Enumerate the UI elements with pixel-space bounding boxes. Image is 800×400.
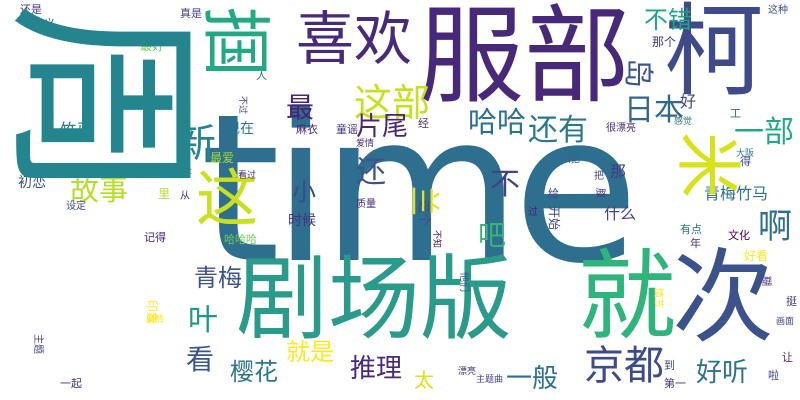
word-tamen: 他们 [458, 272, 469, 292]
word-buguo: 不过 [237, 96, 247, 115]
word-kan: 看 [186, 343, 215, 376]
word-tai: 太 [414, 368, 434, 392]
word-zhezhong: 这种 [768, 5, 788, 16]
word-riben: 日本 [624, 93, 684, 128]
word-aiqing: 爱情 [356, 139, 375, 149]
word-mayi: 麻衣 [296, 123, 318, 136]
word-qingmei: 青梅 [194, 264, 242, 292]
word-nage: 那个 [652, 35, 677, 49]
word-pianwei: 片尾 [356, 112, 409, 142]
word-haiyou: 还有 [528, 113, 588, 148]
word-zui: 最 [286, 91, 315, 124]
word-de: 得 [740, 155, 751, 168]
word-ren: 人 [256, 69, 267, 82]
word-guo: 过 [528, 207, 538, 218]
word-hai: 还 [356, 155, 386, 190]
word-fubu: 服部 [418, 0, 630, 118]
word-ci: 次 [672, 239, 774, 358]
word-zhuma: 竹马 [60, 120, 93, 139]
word-bushi: 不是 [170, 163, 192, 176]
word-bucuo: 不错 [644, 6, 692, 34]
word-li: 里 [158, 187, 171, 201]
word-ke: 柯 [664, 0, 764, 110]
word-xi: 膝 [594, 188, 605, 198]
word-yi: 义 [44, 17, 55, 30]
word-time: time [200, 71, 639, 309]
word-na: 那 [610, 162, 627, 181]
word-ba: 吧 [478, 219, 507, 252]
word-kanguo: 看过 [238, 171, 257, 181]
word-xihuan: 喜欢 [296, 5, 413, 73]
word-zhe: 这 [196, 162, 259, 235]
word-haokan: 好看 [744, 249, 769, 263]
word-zhebu: 这部 [354, 81, 431, 125]
word-ba2: 把 [594, 171, 604, 182]
word-lan: 兰 [406, 186, 441, 216]
word-neng: 能 [568, 151, 581, 165]
word-xianzai: 现在 [226, 121, 254, 137]
word-huamian: 画面 [776, 317, 795, 327]
word-buzhi: 不知 [431, 230, 441, 249]
word-chulian: 初恋 [18, 175, 46, 191]
word-la: 啦 [768, 369, 779, 382]
word-zhutiqu: 主题曲 [476, 375, 504, 385]
word-zhuti: 主题 [32, 334, 43, 354]
word-qingmeizhuma: 青梅竹马 [704, 184, 769, 203]
word-daban: 大阪 [736, 149, 755, 159]
word-henpiaoliang: 很漂亮 [606, 123, 636, 134]
word-jiu: 就 [578, 240, 677, 354]
word-haishi: 还是 [20, 3, 42, 16]
word-shenme: 什么 [604, 204, 637, 223]
word-sheding: 设定 [66, 201, 86, 212]
word-ganjue: 感觉 [674, 117, 693, 127]
word-piaoliang: 漂亮 [458, 367, 477, 377]
word-diyi: 第一 [664, 377, 686, 390]
word-zhou: 周 [0, 2, 217, 203]
word-dao: 到 [664, 359, 675, 372]
word-yinghua: 樱花 [230, 358, 278, 386]
word-gei: 给 [548, 187, 559, 200]
word-hu: 糊 [760, 276, 771, 286]
word-juqing: 剧情 [146, 315, 165, 325]
word-yinxiang: 印象 [145, 300, 159, 325]
word-guo-big: 掴 [194, 6, 276, 76]
word-jingdu: 京都 [584, 343, 664, 389]
word-kaishi: 开始 [547, 206, 561, 231]
word-shihou: 时候 [288, 213, 316, 229]
word-zhiliang: 质量 [356, 199, 376, 210]
word-ye: 叶 [188, 303, 218, 338]
word-youdian: 有点 [680, 223, 702, 236]
word-nian: 年 [690, 237, 701, 250]
word-cong: 从 [180, 191, 190, 202]
word-yiqi: 一起 [60, 377, 82, 390]
word-xin: 新 [176, 121, 216, 167]
word-gong: 工 [730, 107, 741, 120]
word-jide: 记得 [144, 231, 166, 244]
word-yibu: 一部 [734, 115, 794, 150]
word-a: 啊 [758, 207, 792, 247]
word-hahaha: 哈哈哈 [224, 233, 257, 246]
word-xiao: 小 [292, 178, 316, 206]
word-yiban: 一般 [506, 364, 559, 394]
word-zhenshi: 真是 [180, 7, 202, 20]
word-jiushi: 就是 [286, 338, 334, 366]
word-haoting: 好听 [696, 358, 749, 388]
word-gushi: 故事 [70, 173, 129, 207]
word-tongyao: 童谣 [336, 123, 358, 136]
word-rang: 让 [782, 351, 793, 364]
word-tuili: 推理 [350, 354, 403, 384]
word-jing: 经 [418, 117, 429, 130]
word-bu: 不 [490, 167, 520, 202]
word-wenhua: 文化 [728, 229, 750, 242]
word-ting: 挺 [786, 295, 797, 308]
word-zuiai: 最爱 [210, 151, 235, 165]
word-zuihao: 最好 [140, 39, 165, 53]
word-qingjie: 情节 [652, 288, 663, 308]
word-hao: 好 [680, 92, 697, 111]
word-mi: 米 [669, 132, 746, 198]
word-dao: 岛 [620, 58, 655, 88]
word-juchangban: 剧场版 [236, 246, 513, 353]
word-haha: 哈哈 [468, 105, 527, 139]
